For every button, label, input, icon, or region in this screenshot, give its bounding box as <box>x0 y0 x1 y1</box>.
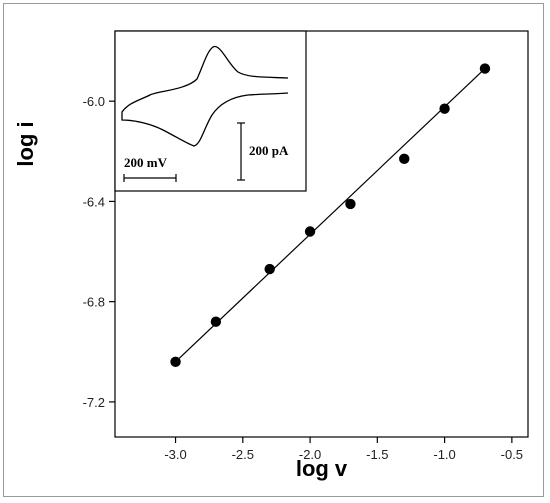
data-point <box>399 153 410 165</box>
data-point <box>439 103 450 114</box>
y-tick-label: -7.2 <box>83 395 105 410</box>
x-axis-ticks: -3.0 -2.5 -2.0 -1.5 -1.0 -0.5 <box>164 437 523 462</box>
x-tick-label: -2.0 <box>299 447 321 462</box>
x-tick-label: -1.0 <box>433 447 455 462</box>
y-axis-ticks: -6.0 -6.4 -6.8 -7.2 <box>83 94 115 410</box>
inset-voltammogram: 200 mV 200 pA <box>114 30 307 192</box>
x-axis-title: log v <box>296 456 348 481</box>
fit-line <box>175 68 486 363</box>
x-tick-label: -1.5 <box>366 447 388 462</box>
data-point <box>345 198 356 210</box>
data-points <box>170 63 491 368</box>
y-tick-label: -6.0 <box>83 94 105 109</box>
x-tick-label: -0.5 <box>501 447 523 462</box>
fit-line-group <box>175 68 486 363</box>
inset-frame <box>114 30 307 192</box>
data-point <box>210 316 222 327</box>
plot-area <box>114 30 529 438</box>
figure-frame <box>3 3 544 497</box>
y-axis-title: log i <box>13 121 38 166</box>
data-point <box>264 263 275 275</box>
mv-scale-label: 200 mV <box>124 155 168 170</box>
y-tick-label: -6.4 <box>83 194 105 209</box>
x-tick-label: -3.0 <box>164 447 186 462</box>
cv-curve <box>121 45 289 147</box>
data-point <box>170 356 181 368</box>
y-tick-label: -6.8 <box>83 295 105 310</box>
pa-scale-label: 200 pA <box>249 143 289 158</box>
x-tick-label: -2.5 <box>232 447 254 462</box>
data-point <box>304 226 316 237</box>
data-point <box>479 63 491 74</box>
